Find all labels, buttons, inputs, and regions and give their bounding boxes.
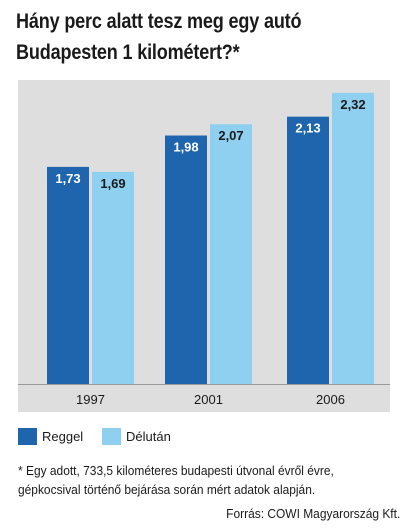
bar-delutan-2001 — [210, 124, 252, 384]
chart-title-line-1: Hány perc alatt tesz meg egy autó — [16, 10, 302, 33]
footnote: * Egy adott, 733,5 kilométeres budapesti… — [18, 463, 334, 497]
bar-delutan-1997 — [92, 171, 134, 384]
legend-item-reggel: Reggel — [18, 428, 83, 445]
data-label-reggel-2006: 2,13 — [295, 121, 320, 136]
data-label-reggel-2001: 1,98 — [173, 140, 198, 155]
source-credit: Forrás: COWI Magyarország Kft. — [225, 506, 400, 521]
x-tick-label-2006: 2006 — [316, 392, 345, 407]
legend-label-reggel: Reggel — [42, 429, 84, 444]
chart-title: Hány perc alatt tesz meg egy autó Budape… — [16, 6, 351, 68]
data-label-delutan-1997: 1,69 — [100, 176, 125, 191]
data-label-delutan-2001: 2,07 — [218, 128, 243, 143]
x-tick-label-2001: 2001 — [194, 392, 223, 407]
legend-swatch-reggel — [18, 428, 37, 445]
bar-reggel-1997 — [47, 166, 89, 384]
chart-title-line-2: Budapesten 1 kilométert?* — [16, 41, 240, 64]
bar-reggel-2006 — [287, 116, 329, 384]
data-label-reggel-1997: 1,73 — [55, 171, 80, 186]
data-label-delutan-2006: 2,32 — [340, 97, 365, 112]
legend-item-delutan: Délután — [102, 428, 171, 445]
x-tick-label-1997: 1997 — [76, 392, 105, 407]
legend-label-delutan: Délután — [126, 429, 171, 444]
legend-swatch-delutan — [102, 428, 121, 445]
bar-delutan-2006 — [332, 92, 374, 384]
bar-reggel-2001 — [165, 135, 207, 384]
